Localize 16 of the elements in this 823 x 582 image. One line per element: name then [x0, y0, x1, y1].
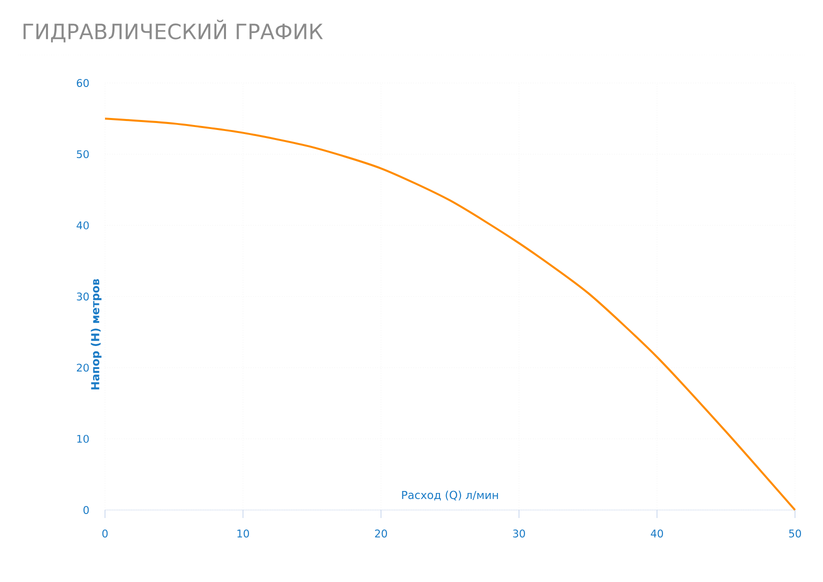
y-tick-label: 20	[76, 364, 89, 372]
x-tick-label: 30	[513, 530, 525, 538]
chart-title: ГИДРАВЛИЧЕСКИЙ ГРАФИК	[24, 20, 323, 42]
y-tick-label: 40	[76, 221, 89, 230]
y-tick-label: 60	[76, 79, 89, 87]
x-tick-label: 10	[237, 530, 249, 538]
y-tick-label: 10	[77, 434, 89, 443]
x-axis-title: Расход (Q) л/мин	[402, 490, 498, 500]
x-tick-label: 0	[102, 530, 108, 538]
y-tick-label: 30	[76, 292, 89, 300]
x-tick-label: 20	[375, 530, 387, 538]
y-axis-title: Напор (Н) метров	[90, 279, 102, 390]
y-tick-label: 50	[76, 150, 89, 158]
y-tick-label: 0	[83, 506, 89, 514]
x-tick-label: 50	[789, 530, 801, 538]
x-tick-label: 40	[650, 530, 663, 538]
